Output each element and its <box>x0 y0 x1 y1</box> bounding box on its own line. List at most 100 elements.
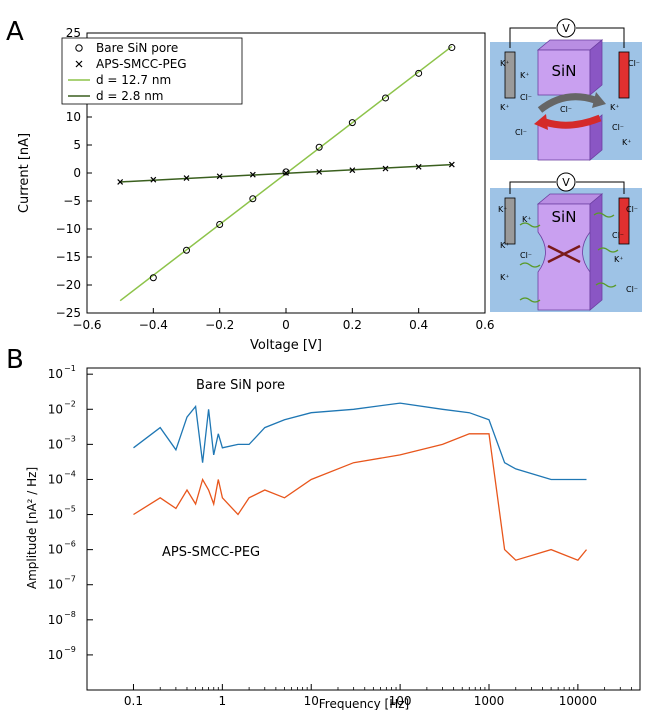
ion-cl: Cl⁻ <box>626 205 638 214</box>
legend-x-marker <box>75 60 83 68</box>
point-aps <box>117 179 124 185</box>
ion-cl: Cl⁻ <box>612 231 624 240</box>
legend-label-12-7: d = 12.7 nm <box>96 73 171 87</box>
k-flux-arrowhead <box>534 114 548 130</box>
ion-cl: Cl⁻ <box>520 93 532 102</box>
ion-cl: Cl⁻ <box>628 59 640 68</box>
point-aps <box>349 167 356 174</box>
psd-y-axis-label: Amplitude [nA² / Hz] <box>25 467 39 589</box>
cl-flux-arrowhead <box>592 92 606 108</box>
schematic-bare-pore: V SiN K⁺ K⁺ K⁺ Cl⁻ Cl⁻ K⁺ Cl⁻ Cl⁻ K⁺ Cl⁻ <box>490 18 642 161</box>
ion-k: K⁺ <box>498 205 507 214</box>
psd-plot-frame <box>86 367 641 691</box>
point-bare-pore <box>448 44 456 52</box>
x-tick-label: 1 <box>219 694 227 708</box>
y-tick-label: −25 <box>56 306 81 320</box>
series-bare-sin-pore <box>133 402 587 481</box>
y-tick-exponent: −9 <box>64 645 76 654</box>
y-tick-label: 10 <box>48 613 63 627</box>
electrode-right <box>618 197 630 245</box>
x-tick-label: 0.1 <box>124 694 143 708</box>
iv-legend: Bare SiN pore APS-SMCC-PEG d = 12.7 nm d… <box>61 37 243 105</box>
y-tick-label: −15 <box>56 250 81 264</box>
point-bare-pore <box>149 274 157 282</box>
psd-series-lines <box>133 402 588 561</box>
x-tick-label: 10000 <box>559 694 597 708</box>
ion-k: K⁺ <box>500 241 509 250</box>
iv-chart: −0.6 −0.4 −0.2 0 0.2 0.4 0.6 −25 −20 −15 −10 −5 0 5 10… <box>17 26 495 353</box>
voltmeter-label: V <box>562 22 570 35</box>
point-aps <box>415 163 422 170</box>
ion-k: K⁺ <box>500 273 509 282</box>
psd-annotation-aps: APS-SMCC-PEG <box>162 545 260 560</box>
k-flux-arrow <box>543 114 602 129</box>
point-aps <box>283 170 289 176</box>
point-bare-pore <box>216 221 224 229</box>
electrode-right <box>618 51 630 99</box>
iv-legend-box <box>61 37 243 105</box>
circuit-wire <box>509 27 625 48</box>
ion-k: K⁺ <box>614 255 623 264</box>
voltmeter-label: V <box>562 176 570 189</box>
y-tick-label: 10 <box>48 437 63 451</box>
panel-a-letter: A <box>6 17 24 47</box>
x-tick-label: 100 <box>389 694 412 708</box>
legend-label-2-8: d = 2.8 nm <box>96 89 164 103</box>
membrane-lower-front <box>537 124 591 161</box>
membrane-label: SiN <box>552 208 577 226</box>
legend-circle-marker <box>75 44 83 52</box>
point-aps <box>150 176 157 183</box>
legend-label-aps: APS-SMCC-PEG <box>96 57 187 71</box>
x-tick-label: 0.6 <box>475 318 494 332</box>
y-tick-label: 10 <box>48 578 63 592</box>
polymer-brush <box>519 212 619 303</box>
y-tick-exponent: −2 <box>64 399 76 408</box>
y-tick-exponent: −8 <box>64 610 76 619</box>
x-tick-label: 0 <box>282 318 290 332</box>
y-tick-exponent: −1 <box>64 364 76 373</box>
iv-x-axis-label: Voltage [V] <box>250 338 322 353</box>
y-tick-label: 5 <box>73 138 81 152</box>
voltmeter-icon <box>556 172 576 192</box>
circuit-wire <box>509 181 625 194</box>
membrane-side <box>589 193 603 311</box>
x-tick-label: 0.4 <box>409 318 428 332</box>
y-tick-label: 10 <box>48 402 63 416</box>
y-tick-label: 0 <box>73 166 81 180</box>
point-bare-pore <box>183 246 190 254</box>
y-tick-label: 25 <box>66 26 81 40</box>
panel-b-letter: B <box>6 345 24 375</box>
membrane-label: SiN <box>552 62 577 80</box>
point-bare-pore <box>382 94 389 102</box>
y-tick-label: 10 <box>66 110 81 124</box>
y-tick-exponent: −4 <box>64 469 76 478</box>
membrane-upper-front <box>537 49 591 96</box>
y-tick-label: 10 <box>48 508 63 522</box>
y-tick-label: −10 <box>56 222 81 236</box>
x-tick-label: 0.2 <box>343 318 362 332</box>
point-aps <box>216 173 223 180</box>
ion-k: K⁺ <box>500 103 509 112</box>
y-tick-label: 10 <box>48 648 63 662</box>
point-bare-pore <box>249 195 257 203</box>
point-aps <box>448 161 455 168</box>
ion-k: K⁺ <box>610 103 619 112</box>
y-tick-exponent: −3 <box>64 434 76 443</box>
point-aps <box>316 168 323 175</box>
ion-k: K⁺ <box>522 215 531 224</box>
y-tick-label: 10 <box>48 472 63 486</box>
ion-cl: Cl⁻ <box>515 128 527 137</box>
psd-axes-ticks: 0.1 1 10 100 1000 1000010−110−210−310−410−510… <box>48 364 641 708</box>
psd-chart: 0.1 1 10 100 1000 1000010−110−210−310−410−510… <box>25 364 641 710</box>
point-aps <box>183 175 190 181</box>
point-bare-pore <box>315 143 323 151</box>
y-tick-label: −20 <box>56 278 81 292</box>
series-aps-smcc-peg <box>133 433 588 561</box>
ion-cl: Cl⁻ <box>612 123 624 132</box>
membrane-upper-side <box>589 39 603 96</box>
point-bare-pore <box>282 168 290 176</box>
electrode-left <box>504 51 516 99</box>
y-tick-label: −5 <box>63 194 81 208</box>
ion-k: K⁺ <box>622 138 631 147</box>
